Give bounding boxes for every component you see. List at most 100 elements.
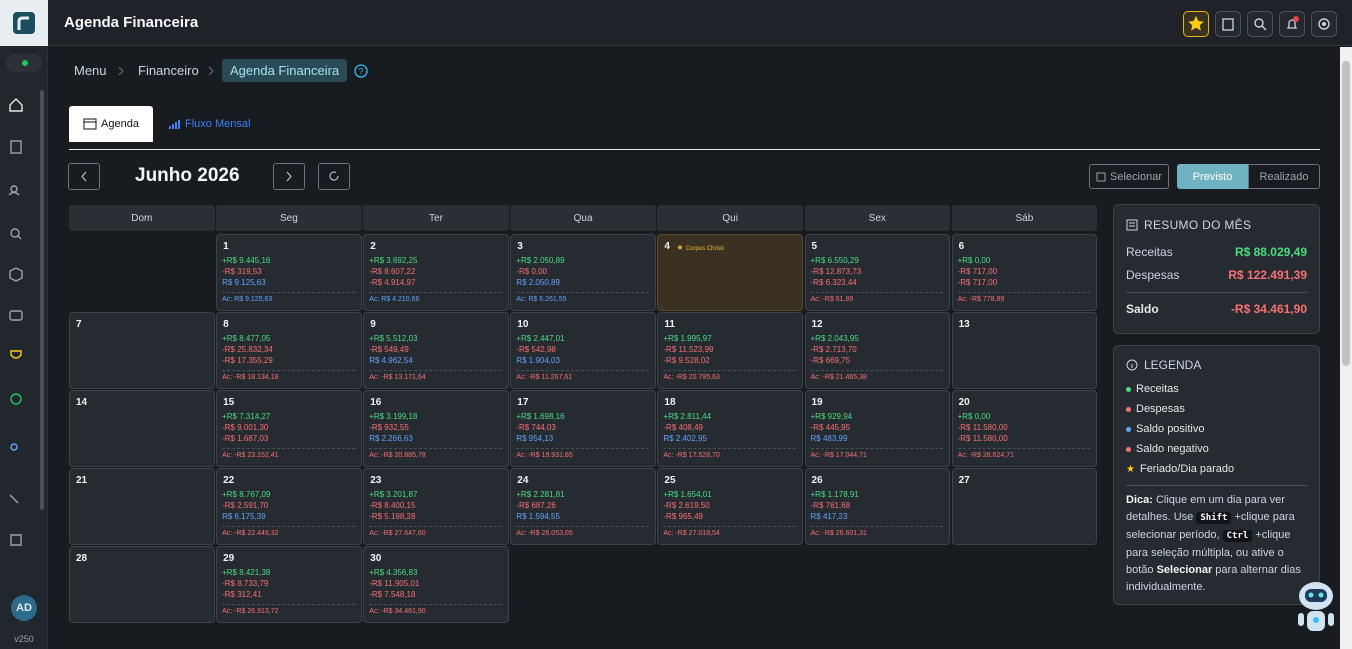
amount: -R$ 11.580,00	[957, 434, 1008, 443]
amount: +R$ 8.767,09	[222, 490, 271, 499]
tab[interactable]: Fluxo Mensal	[168, 118, 250, 130]
day-cell[interactable]: 4 ★ Corpus Christi	[657, 234, 803, 311]
amount: -R$ 9.001,30	[222, 423, 269, 432]
accumulated: Ac: -R$ 13.171,64	[369, 374, 426, 381]
day-cell[interactable]: 30 +R$ 4.356,83 -R$ 11.905,01 -R$ 7.548,18 A…	[363, 546, 509, 623]
label: Feriado/Dia parado	[1139, 463, 1235, 475]
amount: -R$ 2.619,50	[663, 501, 710, 510]
accumulated: Ac: -R$ 19.931,65	[516, 452, 573, 459]
day-cell[interactable]: 19 +R$ 929,94 -R$ 445,95 R$ 483,99 Ac: -R$ 1…	[804, 390, 951, 467]
day-number: 24	[517, 475, 529, 486]
day-number: 21	[76, 475, 88, 486]
tasks-button[interactable]	[1215, 11, 1241, 37]
breadcrumb-item[interactable]: Menu	[74, 63, 107, 78]
label: Receitas	[1126, 245, 1173, 259]
amount: R$ 417,23	[810, 512, 848, 521]
day-cell[interactable]: 29 +R$ 8.421,38 -R$ 8.733,79 -R$ 312,41 Ac: …	[216, 546, 362, 623]
day-cell[interactable]: 14	[69, 390, 215, 467]
divider	[1126, 485, 1307, 486]
day-cell[interactable]: 2 +R$ 3.692,25 -R$ 8.607,22 -R$ 4.914,97 Ac:…	[363, 234, 509, 311]
day-cell[interactable]: 17 +R$ 1.698,16 -R$ 744,03 R$ 954,13 Ac: -R$…	[510, 390, 656, 467]
avatar[interactable]: AD	[11, 595, 37, 621]
amount: R$ 1.594,55	[516, 512, 560, 521]
next-month[interactable]	[273, 163, 305, 190]
star: ★	[1126, 463, 1135, 475]
settings-button[interactable]	[1311, 11, 1337, 37]
amount: -R$ 717,00	[957, 267, 998, 276]
value: -R$ 34.461,90	[1230, 302, 1307, 316]
day-number: 7	[76, 319, 82, 330]
icon	[1318, 18, 1330, 30]
day-cell[interactable]: 23 +R$ 3.201,87 -R$ 8.400,15 -R$ 5.198,28 Ac…	[363, 468, 509, 545]
prev-month[interactable]	[68, 163, 100, 190]
day-cell[interactable]: 9 +R$ 5.512,03 -R$ 549,49 R$ 4.962,54 Ac: -R…	[363, 312, 509, 389]
day-number: 27	[958, 475, 970, 486]
legend-item: Saldo negativo	[1126, 443, 1209, 455]
day-cell[interactable]: 13	[951, 312, 1098, 389]
tab-label: Fluxo Mensal	[185, 118, 251, 130]
weekday-header: Qua	[510, 205, 656, 231]
day-cell[interactable]: 18 +R$ 2.811,44 -R$ 408,49 R$ 2.402,95 Ac: -…	[657, 390, 803, 467]
day-cell[interactable]: 6 +R$ 0,00 -R$ 717,00 -R$ 717,00 Ac: -R$ 778…	[951, 234, 1098, 311]
day-cell[interactable]: 24 +R$ 2.281,81 -R$ 687,26 R$ 1.594,55 Ac: -…	[510, 468, 656, 545]
value: R$ 122.491,39	[1228, 268, 1307, 282]
day-cell[interactable]: 12 +R$ 2.043,95 -R$ 2.713,70 -R$ 669,75 Ac: …	[804, 312, 951, 389]
day-cell[interactable]: 15 +R$ 7.314,27 -R$ 9.001,30 -R$ 1.687,03 Ac…	[216, 390, 362, 467]
day-cell[interactable]: 21	[69, 468, 215, 545]
search-button[interactable]	[1247, 11, 1273, 37]
separator	[369, 448, 502, 449]
logo[interactable]	[0, 0, 48, 46]
select-button[interactable]: Selecionar	[1089, 164, 1169, 189]
tip-key: Shift	[1196, 512, 1232, 524]
tip-text: Clique em um dia para ver detalhes. Use	[1126, 494, 1285, 523]
tab-active[interactable]: Agenda	[69, 106, 153, 142]
amount: -R$ 8.607,22	[369, 267, 416, 276]
day-number: 9	[370, 319, 376, 330]
day-cell[interactable]: 16 +R$ 3.199,18 -R$ 932,55 R$ 2.266,63 Ac: -…	[363, 390, 509, 467]
amount: R$ 2.266,63	[369, 434, 413, 443]
day-number: 19	[811, 397, 823, 408]
favorite-button[interactable]	[1183, 11, 1209, 37]
day-cell[interactable]: 3 +R$ 2.050,89 -R$ 0,00 R$ 2.050,89 Ac: R$ 6…	[510, 234, 656, 311]
day-cell[interactable]: 20 +R$ 0,00 -R$ 11.580,00 -R$ 11.580,00 Ac: …	[951, 390, 1098, 467]
day-cell[interactable]: 11 +R$ 1.995,97 -R$ 11.523,99 -R$ 9.528,02 A…	[657, 312, 803, 389]
help-icon[interactable]: ?	[354, 64, 368, 78]
amount: -R$ 8.733,79	[222, 579, 269, 588]
chevron	[118, 66, 124, 76]
amount: -R$ 761,68	[810, 501, 851, 510]
day-cell[interactable]: 1 +R$ 9.445,16 -R$ 319,53 R$ 9.125,63 Ac: R$…	[216, 234, 362, 311]
amount: R$ 6.175,39	[222, 512, 266, 521]
sidebar: AD v250	[0, 0, 48, 649]
accumulated: Ac: R$ 4.210,66	[369, 296, 420, 303]
day-number: 23	[370, 475, 382, 486]
tip-strong: Dica:	[1126, 494, 1153, 506]
mode[interactable]: Realizado	[1248, 164, 1320, 189]
amount: -R$ 11.580,00	[957, 423, 1008, 432]
day-cell[interactable]: 7	[69, 312, 215, 389]
icon	[1126, 219, 1138, 231]
day-cell[interactable]: 27	[951, 468, 1098, 545]
notifications-button[interactable]	[1279, 11, 1305, 37]
weekday-header: Qui	[657, 205, 803, 231]
day-cell[interactable]: 8 +R$ 8.477,05 -R$ 25.832,34 -R$ 17.355,29 A…	[216, 312, 362, 389]
refresh[interactable]	[318, 163, 350, 190]
day-cell[interactable]: 25 +R$ 1.654,01 -R$ 2.619,50 -R$ 965,49 Ac: …	[657, 468, 803, 545]
amount: -R$ 0,00	[516, 267, 547, 276]
summary-total: Saldo -R$ 34.461,90	[1126, 302, 1307, 316]
day-cell[interactable]: 28	[69, 546, 215, 623]
amount: -R$ 669,75	[810, 356, 851, 365]
separator	[222, 292, 355, 293]
day-number: 5	[811, 241, 818, 252]
assistant-robot[interactable]	[1293, 574, 1339, 638]
mode-active[interactable]: Previsto	[1177, 164, 1248, 189]
day-cell[interactable]: 26 +R$ 1.178,91 -R$ 761,68 R$ 417,23 Ac: -R$…	[804, 468, 951, 545]
day-cell[interactable]: 22 +R$ 8.767,09 -R$ 2.591,70 R$ 6.175,39 Ac:…	[216, 468, 362, 545]
accumulated: Ac: -R$ 34.461,90	[369, 608, 426, 615]
label: Saldo	[1126, 302, 1159, 316]
accumulated: Ac: -R$ 21.465,38	[810, 374, 867, 381]
day-cell[interactable]: 10 +R$ 2.447,01 -R$ 542,98 R$ 1.904,03 Ac: -…	[510, 312, 656, 389]
breadcrumb-item[interactable]: Financeiro	[138, 63, 199, 78]
amount: -R$ 965,49	[663, 512, 703, 521]
day-cell[interactable]: 5 +R$ 6.550,29 -R$ 12.873,73 -R$ 6.323,44 Ac…	[804, 234, 951, 311]
